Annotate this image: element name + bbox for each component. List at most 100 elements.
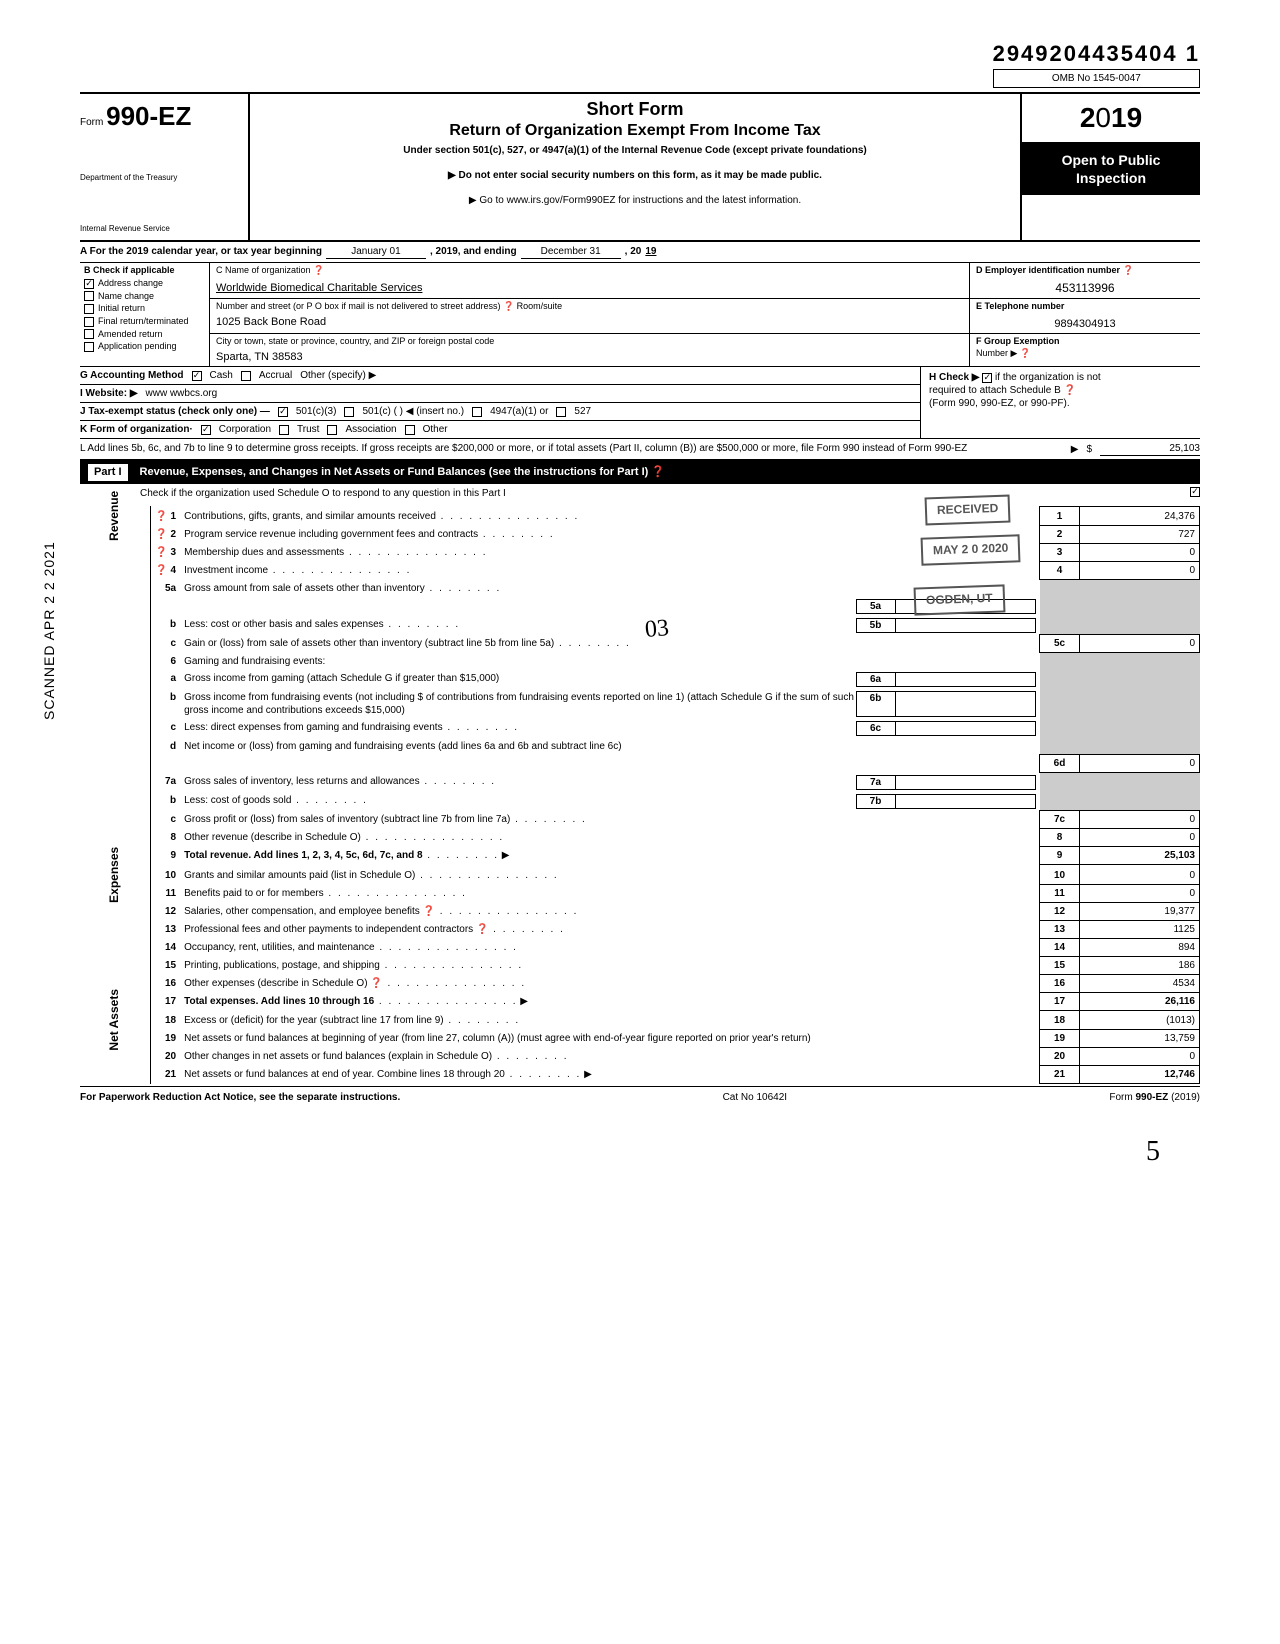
chk-other-org[interactable] [405,425,415,435]
b-header: B Check if applicable [84,265,205,277]
open-line1: Open to Public [1026,151,1196,169]
line-10-val: 0 [1080,865,1200,885]
line-5c-val: 0 [1080,635,1200,653]
phone-value: 9894304913 [976,313,1194,331]
city-label: City or town, state or province, country… [216,336,963,348]
chk-trust[interactable] [279,425,289,435]
line-21-text: Net assets or fund balances at end of ye… [184,1069,505,1080]
line-3-val: 0 [1080,544,1200,562]
handwritten-page-number: 5 [80,1134,1200,1170]
h-text3: required to attach Schedule B [929,385,1061,396]
line-21-val: 12,746 [1080,1066,1200,1084]
revenue-table: Revenue ❓ 1Contributions, gifts, grants,… [80,506,1200,1085]
l-amount: 25,103 [1100,442,1200,456]
lbl-other-method: Other (specify) ▶ [300,369,376,382]
chk-4947[interactable] [472,407,482,417]
row-j: J Tax-exempt status (check only one) — ✓… [80,403,920,421]
lbl-501c3: 501(c)(3) [296,405,337,418]
dept-irs: Internal Revenue Service [80,224,240,234]
line-5a-text: Gross amount from sale of assets other t… [184,583,501,594]
handwritten-mark: 03 [644,613,671,646]
line-8-val: 0 [1080,829,1200,847]
footer-mid: Cat No 10642I [723,1091,788,1104]
line-17-text: Total expenses. Add lines 10 through 16 [184,996,374,1007]
chk-amended[interactable] [84,329,94,339]
chk-app-pending[interactable] [84,342,94,352]
dept-treasury: Department of the Treasury [80,173,240,183]
line-19-text: Net assets or fund balances at beginning… [180,1030,1039,1048]
line-5b-text: Less: cost or other basis and sales expe… [184,618,855,633]
line-12-val: 19,377 [1080,902,1200,920]
part-1-header: Part I Revenue, Expenses, and Changes in… [80,461,1200,483]
line-17-val: 26,116 [1080,992,1200,1010]
row-k: K Form of organization· ✓Corporation Tru… [80,421,920,438]
lbl-name-change: Name change [98,291,154,303]
line-6c-text: Less: direct expenses from gaming and fu… [184,721,855,736]
top-row: 2949204435404 1 OMB No 1545-0047 [80,40,1200,88]
line-6d-text: Net income or (loss) from gaming and fun… [180,738,1039,755]
footer-right: Form 990-EZ (2019) [1109,1091,1200,1104]
line-2-val: 727 [1080,526,1200,544]
line-20-val: 0 [1080,1048,1200,1066]
under-section: Under section 501(c), 527, or 4947(a)(1)… [260,144,1010,157]
line-3-text: Membership dues and assessments [180,544,1039,562]
chk-corp[interactable]: ✓ [201,425,211,435]
line-11-val: 0 [1080,884,1200,902]
line-20-text: Other changes in net assets or fund bala… [180,1048,1039,1066]
arrow-icon: ▶ [1071,443,1079,456]
chk-sched-b[interactable]: ✓ [982,373,992,383]
check-schedule-o: Check if the organization used Schedule … [80,484,1200,506]
lbl-other-org: Other [423,423,448,436]
f-group-cell: F Group Exemption Number ▶ ❓ [970,334,1200,366]
part-1-title: Revenue, Expenses, and Changes in Net As… [140,465,666,479]
line-7c-val: 0 [1080,811,1200,829]
arrow-note-1: ▶ Do not enter social security numbers o… [260,169,1010,182]
chk-501c3[interactable]: ✓ [278,407,288,417]
line-8-text: Other revenue (describe in Schedule O) [180,829,1039,847]
footer-left: For Paperwork Reduction Act Notice, see … [80,1091,400,1104]
row-a: A For the 2019 calendar year, or tax yea… [80,242,1200,263]
line-7b-text: Less: cost of goods sold [184,794,855,809]
return-title: Return of Organization Exempt From Incom… [260,121,1010,142]
chk-address-change[interactable]: ✓ [84,279,94,289]
line-15-val: 186 [1080,956,1200,974]
form-number: 990-EZ [106,101,191,131]
city-value: Sparta, TN 38583 [216,348,963,364]
line-13-val: 1125 [1080,920,1200,938]
lbl-501c: 501(c) ( ) ◀ (insert no.) [362,405,464,418]
lbl-amended: Amended return [98,329,163,341]
e-label: E Telephone number [976,301,1194,313]
line-19-val: 13,759 [1080,1030,1200,1048]
f-label2: Number ▶ ❓ [976,348,1194,360]
chk-527[interactable] [556,407,566,417]
line-9-val: 25,103 [1080,847,1200,865]
line-15-text: Printing, publications, postage, and shi… [180,956,1039,974]
chk-501c[interactable] [344,407,354,417]
h-text4: (Form 990, 990-EZ, or 990-PF). [929,398,1070,409]
line-6d-val: 0 [1080,755,1200,773]
g-label: G Accounting Method [80,369,184,382]
line-12-text: Salaries, other compensation, and employ… [180,902,1039,920]
tracking-number: 2949204435404 1 [993,40,1200,69]
chk-name-change[interactable] [84,291,94,301]
line-1-text: Contributions, gifts, grants, and simila… [180,506,1039,526]
line-2-text: Program service revenue including govern… [180,526,1039,544]
line-9-text: Total revenue. Add lines 1, 2, 3, 4, 5c,… [184,850,422,861]
line-4-text: Investment income [180,562,1039,580]
short-form-title: Short Form [260,98,1010,121]
omb-number: OMB No 1545-0047 [993,69,1200,88]
line-6a-text: Gross income from gaming (attach Schedul… [184,672,855,687]
chk-final-return[interactable] [84,317,94,327]
check-o-text: Check if the organization used Schedule … [140,487,506,500]
arrow-note-2: ▶ Go to www.irs.gov/Form990EZ for instru… [260,194,1010,207]
line-7a-text: Gross sales of inventory, less returns a… [184,775,855,790]
chk-accrual[interactable] [241,371,251,381]
lbl-4947: 4947(a)(1) or [490,405,548,418]
row-a-end: December 31 [521,245,621,259]
chk-schedule-o[interactable]: ✓ [1190,487,1200,497]
chk-cash[interactable]: ✓ [192,371,202,381]
chk-assoc[interactable] [327,425,337,435]
chk-initial-return[interactable] [84,304,94,314]
line-6-text: Gaming and fundraising events: [180,653,1039,670]
lbl-corp: Corporation [219,423,271,436]
